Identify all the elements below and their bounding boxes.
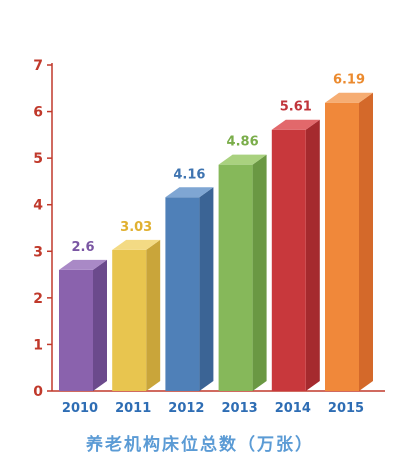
bar-2014	[271, 129, 306, 391]
y-tick-label: 7	[33, 58, 43, 74]
y-tick-label: 3	[33, 244, 43, 260]
bar-top-2013	[218, 154, 267, 165]
y-tick-label: 5	[33, 151, 43, 167]
data-label-2013: 4.86	[227, 135, 259, 150]
data-label-2012: 4.16	[173, 167, 205, 182]
bar-side-2010	[93, 259, 107, 391]
bar-side-2011	[146, 239, 161, 391]
bar-2010	[59, 269, 93, 391]
bar-side-2014	[305, 119, 320, 391]
x-tick-label-2014: 2014	[275, 401, 311, 416]
x-tick-label-2012: 2012	[168, 401, 204, 416]
bar-top-2012	[165, 187, 214, 198]
bar-side-2012	[199, 187, 214, 391]
y-tick-label: 0	[33, 384, 43, 400]
y-tick-label: 1	[33, 337, 43, 353]
data-label-2010: 2.6	[71, 240, 94, 255]
data-label-2015: 6.19	[333, 73, 365, 88]
x-axis-title: 养老机构床位总数（万张）	[86, 435, 314, 455]
bar-2015	[325, 102, 359, 392]
bar-side-2013	[252, 154, 267, 391]
bar-2011	[112, 249, 147, 391]
x-tick-label-2010: 2010	[62, 401, 98, 416]
x-tick-label-2011: 2011	[115, 401, 151, 416]
bar-chart: 0 1 2 3 4 5 6 7 2.6 2010 3.03 2011 4.16 2012 4.86 2013 5…	[33, 58, 385, 416]
x-tick-label-2015: 2015	[328, 401, 364, 416]
bar-top-2015	[325, 92, 373, 103]
bar-top-2011	[112, 239, 161, 250]
y-tick-label: 4	[33, 198, 43, 214]
bar-side-2015	[359, 92, 373, 392]
bar-top-2010	[59, 259, 107, 270]
data-label-2011: 3.03	[120, 220, 152, 235]
y-tick-label: 2	[33, 291, 43, 307]
data-label-2014: 5.61	[280, 100, 312, 115]
y-tick-label: 6	[33, 105, 43, 121]
bar-2012	[165, 197, 200, 391]
bar-top-2014	[271, 119, 320, 130]
x-tick-label-2013: 2013	[222, 401, 258, 416]
bar-2013	[218, 164, 253, 391]
